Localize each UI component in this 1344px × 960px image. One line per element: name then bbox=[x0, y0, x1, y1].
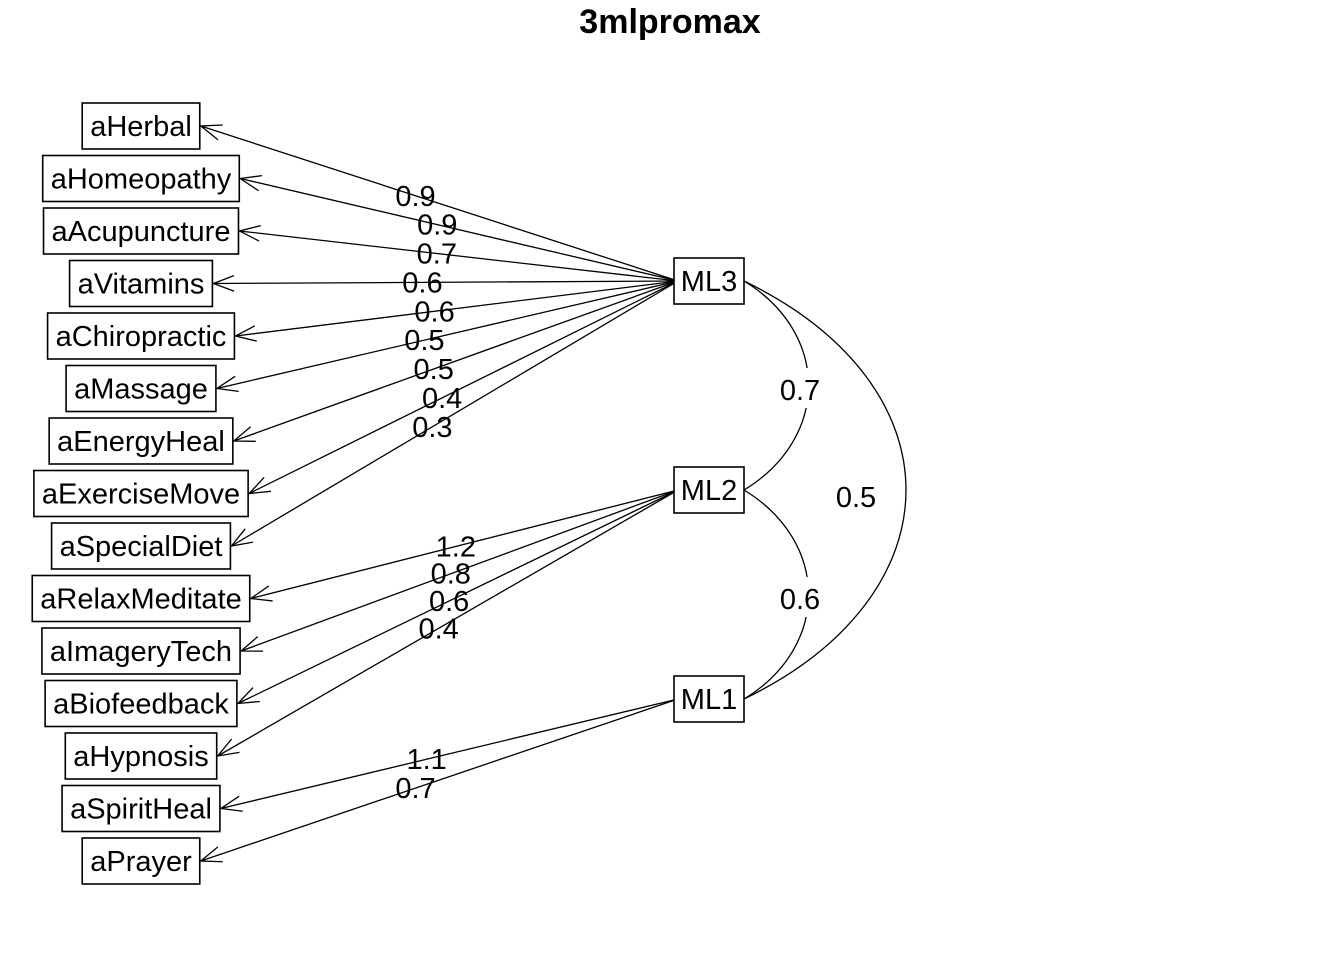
variable-node-arelaxmeditate: aRelaxMeditate bbox=[31, 574, 251, 623]
variable-node-abiofeedback: aBiofeedback bbox=[44, 679, 238, 728]
variable-box bbox=[41, 154, 241, 203]
correlation-label-bg bbox=[832, 475, 880, 515]
loading-edge-ml1-aspiritheal bbox=[219, 698, 679, 812]
variable-box bbox=[68, 259, 214, 308]
loading-edge-ml3-amassage bbox=[215, 280, 679, 393]
correlation-label-bg bbox=[776, 577, 824, 617]
variable-node-amassage: aMassage bbox=[65, 364, 217, 413]
variable-label: aExerciseMove bbox=[42, 479, 240, 511]
loading-edge-ml1-aprayer bbox=[199, 698, 679, 863]
factor-node-ml2: ML2 bbox=[673, 466, 745, 514]
loading-edge-ml2-abiofeedback bbox=[236, 489, 679, 705]
variable-box bbox=[65, 364, 217, 413]
variable-node-avitamins: aVitamins bbox=[68, 259, 214, 308]
variable-node-aprayer: aPrayer bbox=[81, 837, 201, 885]
loading-value: 0.6 bbox=[429, 586, 469, 618]
factor-label: ML2 bbox=[681, 475, 737, 507]
variable-label: aVitamins bbox=[78, 269, 205, 301]
loading-value: 0.9 bbox=[417, 210, 457, 242]
variable-node-ahypnosis: aHypnosis bbox=[64, 732, 218, 780]
variable-box bbox=[48, 417, 234, 465]
variable-label: aSpiritHeal bbox=[70, 794, 212, 826]
loading-edge-ml3-avitamins bbox=[211, 275, 679, 292]
loading-edge-ml3-aspecialdiet bbox=[229, 280, 679, 547]
variable-label: aBiofeedback bbox=[53, 689, 229, 721]
correlation-value: 0.6 bbox=[780, 584, 820, 616]
variable-box bbox=[42, 207, 240, 255]
loading-value: 0.9 bbox=[395, 181, 435, 213]
variable-label: aChiropractic bbox=[56, 321, 227, 353]
correlation-arc-ml3-ml1 bbox=[743, 280, 907, 700]
variable-box bbox=[46, 312, 236, 360]
loading-edge-ml3-achiropractic bbox=[233, 280, 679, 342]
loading-edge-ml3-aexercisemove bbox=[247, 280, 679, 495]
variable-box bbox=[81, 102, 201, 150]
correlation-value: 0.7 bbox=[780, 375, 820, 407]
loading-value: 0.7 bbox=[395, 773, 435, 805]
loading-edge-ml3-aenergyheal bbox=[232, 280, 679, 442]
loading-value: 0.5 bbox=[414, 354, 454, 386]
variable-node-aspecialdiet: aSpecialDiet bbox=[50, 522, 232, 570]
variable-box bbox=[33, 469, 249, 518]
loading-edge-ml3-ahomeopathy bbox=[238, 175, 679, 282]
variable-node-aspiritheal: aSpiritHeal bbox=[61, 784, 221, 833]
variable-label: aMassage bbox=[74, 374, 208, 406]
variable-label: aHypnosis bbox=[73, 741, 208, 773]
variable-label: aHomeopathy bbox=[51, 164, 232, 196]
loading-edge-ml3-aacupuncture bbox=[237, 225, 679, 282]
loading-value: 0.4 bbox=[418, 613, 458, 645]
loading-edge-ml2-arelaxmeditate bbox=[248, 489, 679, 602]
variable-label: aImageryTech bbox=[50, 636, 232, 668]
edges-layer bbox=[199, 124, 907, 863]
variable-box bbox=[31, 574, 251, 623]
variable-label: aPrayer bbox=[90, 846, 192, 878]
factor-label: ML1 bbox=[681, 684, 737, 716]
variable-node-ahomeopathy: aHomeopathy bbox=[41, 154, 241, 203]
nodes-layer: aHerbal aHomeopathy aAcupuncture aVitamins a… bbox=[31, 102, 745, 885]
loading-value: 0.5 bbox=[404, 325, 444, 357]
factor-box bbox=[673, 257, 745, 305]
loading-edge-ml2-ahypnosis bbox=[216, 489, 679, 757]
loading-value: 0.6 bbox=[402, 267, 442, 299]
variable-box bbox=[41, 627, 241, 675]
correlation-label-bg bbox=[776, 368, 824, 408]
loading-edge-ml2-aimagerytech bbox=[239, 489, 679, 652]
variable-node-aacupuncture: aAcupuncture bbox=[42, 207, 240, 255]
loading-value: 0.8 bbox=[431, 559, 471, 591]
loading-value: 0.4 bbox=[422, 383, 462, 415]
factor-node-ml1: ML1 bbox=[673, 675, 745, 723]
variable-node-aimagerytech: aImageryTech bbox=[41, 627, 241, 675]
variable-label: aAcupuncture bbox=[52, 216, 231, 248]
variable-box bbox=[64, 732, 218, 780]
variable-label: aEnergyHeal bbox=[57, 426, 225, 458]
variable-box bbox=[81, 837, 201, 885]
variable-box bbox=[50, 522, 232, 570]
variable-node-aenergyheal: aEnergyHeal bbox=[48, 417, 234, 465]
loading-value: 1.1 bbox=[406, 744, 446, 776]
variable-box bbox=[44, 679, 238, 728]
loading-value: 0.6 bbox=[414, 296, 454, 328]
variable-node-aherbal: aHerbal bbox=[81, 102, 201, 150]
loading-value: 0.7 bbox=[417, 239, 457, 271]
factor-label: ML3 bbox=[681, 266, 737, 298]
loading-edge-ml3-aherbal bbox=[199, 124, 679, 282]
variable-node-achiropractic: aChiropractic bbox=[46, 312, 236, 360]
variable-label: aRelaxMeditate bbox=[40, 584, 242, 616]
loading-value: 1.2 bbox=[436, 531, 476, 563]
correlation-value: 0.5 bbox=[836, 482, 876, 514]
factor-node-ml3: ML3 bbox=[673, 257, 745, 305]
loading-value: 0.3 bbox=[412, 412, 452, 444]
variable-node-aexercisemove: aExerciseMove bbox=[33, 469, 249, 518]
variable-label: aSpecialDiet bbox=[60, 531, 223, 563]
factor-box bbox=[673, 675, 745, 723]
edge-labels-layer: 0.90.90.70.60.60.50.50.40.31.20.80.60.41… bbox=[395, 181, 880, 805]
variable-label: aHerbal bbox=[90, 111, 192, 143]
diagram-title: 3mlpromax bbox=[579, 3, 760, 41]
variable-box bbox=[61, 784, 221, 833]
factor-box bbox=[673, 466, 745, 514]
